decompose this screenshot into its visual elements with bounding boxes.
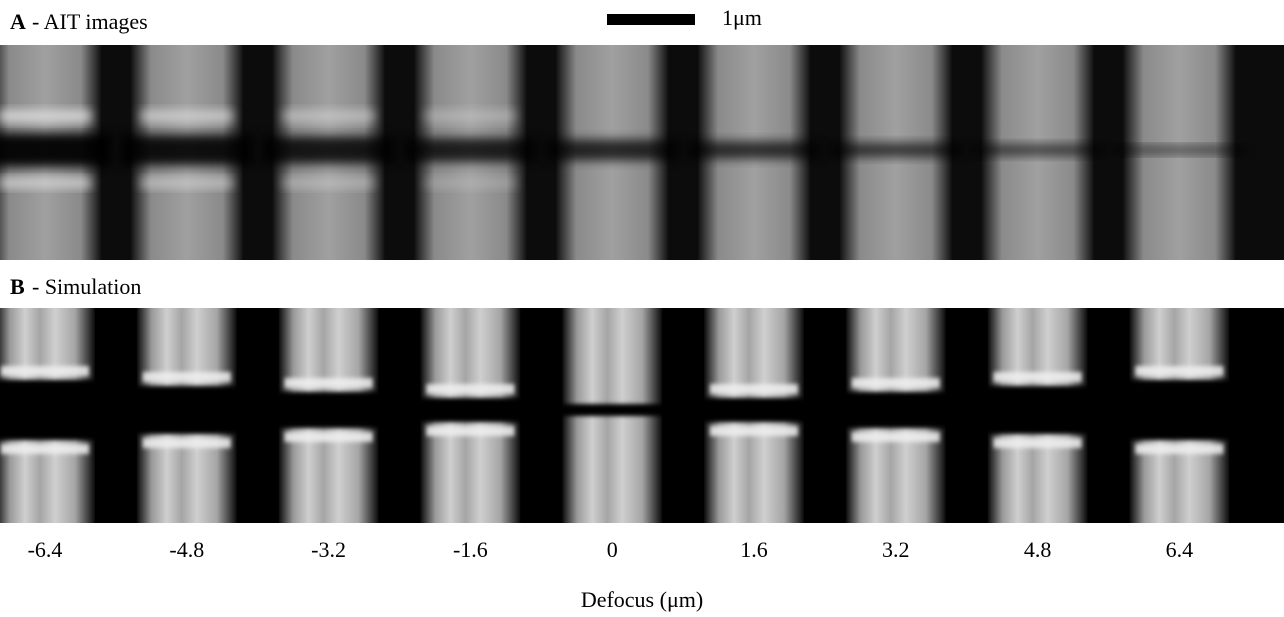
defocus-label: 1.6: [740, 537, 768, 562]
panel-a-columns: [0, 45, 1246, 260]
sim-fringe: [426, 384, 515, 394]
sim-dark-band: [977, 386, 1098, 434]
sim-dark-band: [410, 398, 531, 422]
defocus-label: -1.6: [453, 537, 488, 562]
ait-dark-band: [971, 144, 1104, 156]
panel-letter: B: [10, 274, 25, 299]
panel-b-columns: [0, 308, 1240, 523]
ait-fringe: [140, 110, 233, 122]
sim-dark-band: [835, 392, 956, 428]
defocus-label: 0: [607, 537, 618, 562]
sim-fringe: [284, 432, 373, 442]
ait-fringe: [0, 110, 91, 122]
sim-fringe: [1135, 444, 1224, 454]
defocus-label: 4.8: [1024, 537, 1052, 562]
defocus-label: -6.4: [28, 537, 63, 562]
sim-dark-band: [552, 404, 673, 416]
sim-dark-band: [0, 380, 105, 440]
sim-fringe: [710, 426, 798, 436]
sim-dark-band: [126, 386, 247, 434]
sim-fringe: [1, 444, 89, 454]
axis-title: Defocus (μm): [581, 587, 703, 612]
ait-dark-band: [829, 142, 962, 158]
defocus-label: -4.8: [169, 537, 204, 562]
ait-dark-band: [120, 134, 253, 166]
sim-fringe: [993, 372, 1082, 382]
sim-dark-band: [1119, 380, 1240, 440]
ait-fringe: [140, 178, 233, 188]
defocus-label: 6.4: [1166, 537, 1194, 562]
panel-letter: A: [10, 9, 26, 34]
ait-dark-band: [1113, 146, 1246, 154]
defocus-label: -3.2: [311, 537, 346, 562]
sim-fringe: [851, 378, 940, 388]
ait-fringe: [424, 178, 517, 188]
ait-fringe: [282, 178, 375, 188]
ait-dark-band: [546, 139, 679, 161]
sim-fringe: [142, 438, 231, 448]
defocus-labels: -6.4 -4.8 -3.2 -1.6 0 1.6 3.2 4.8 6.4: [28, 537, 1194, 562]
sim-fringe: [1135, 366, 1224, 376]
ait-fringe: [424, 110, 517, 122]
sim-fringe: [284, 378, 373, 388]
sim-fringe: [993, 438, 1082, 448]
sim-fringe: [851, 432, 940, 442]
scale-bar: [607, 14, 695, 25]
ait-fringe: [0, 178, 91, 188]
ait-dark-band: [262, 136, 395, 164]
ait-dark-band: [0, 133, 111, 167]
panel-caption: - AIT images: [32, 9, 148, 34]
ait-fringe: [282, 110, 375, 122]
scale-label: 1μm: [722, 5, 762, 30]
sim-fringe: [426, 426, 515, 436]
sim-fringe: [142, 372, 231, 382]
ait-dark-band: [404, 137, 537, 163]
sim-dark-band: [268, 392, 389, 428]
sim-fringe: [710, 384, 798, 394]
sim-dark-band: [694, 398, 814, 422]
defocus-label: 3.2: [882, 537, 910, 562]
sim-fringe: [1, 366, 89, 376]
panel-caption: - Simulation: [32, 274, 141, 299]
ait-dark-band: [688, 141, 820, 159]
